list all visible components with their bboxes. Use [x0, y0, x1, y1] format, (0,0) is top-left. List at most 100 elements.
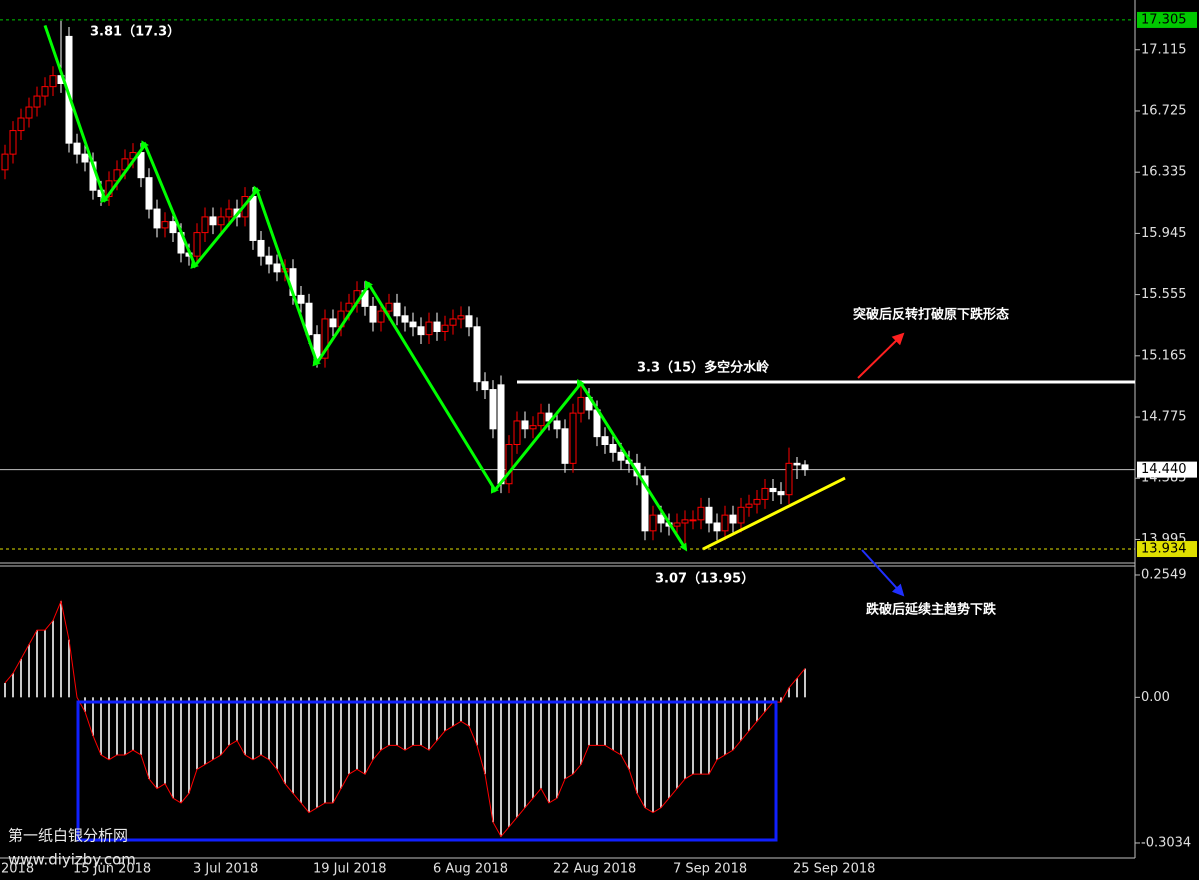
candle-body [41, 86, 49, 97]
signal-line [4, 599, 806, 838]
arrow-down [861, 549, 905, 597]
x-tick-label: 7 Sep 2018 [673, 862, 747, 877]
candle-body [217, 216, 225, 226]
x-tick-label: 2018 [1, 862, 34, 877]
candle-body [489, 389, 497, 430]
candle-body [137, 152, 145, 179]
candle-body [425, 321, 433, 336]
candle-body [377, 310, 385, 323]
annotation: 突破后反转打破原下跌形态 [853, 307, 1009, 323]
y-tick-label: 15.555 [1141, 287, 1187, 302]
candle-body [609, 443, 617, 453]
candle-body [785, 462, 793, 496]
candle-body [649, 514, 657, 532]
candle-body [433, 321, 441, 332]
candle-body [713, 522, 721, 532]
candle-body [329, 318, 337, 328]
candle-body [201, 216, 209, 234]
candle-body [257, 239, 265, 257]
x-tick-label: 19 Jul 2018 [313, 862, 387, 877]
x-tick-label: 25 Sep 2018 [793, 862, 875, 877]
price-level-box [1137, 11, 1197, 28]
candle-body [161, 221, 169, 229]
x-tick-label: 6 Aug 2018 [433, 862, 508, 877]
candle-body [617, 451, 625, 461]
candle-body [777, 491, 785, 496]
candle-body [249, 196, 257, 241]
y-tick-label: 16.725 [1141, 103, 1187, 118]
candle-body [721, 514, 729, 532]
candle-body [417, 326, 425, 336]
candle-body [529, 425, 537, 430]
y-tick-label: -0.3034 [1141, 835, 1191, 850]
candle-body [657, 514, 665, 524]
price-level-label: 17.305 [1141, 12, 1187, 27]
candle-body [17, 117, 25, 132]
price-level-label: 14.440 [1141, 462, 1187, 477]
candle-body [513, 420, 521, 445]
price-level-label: 13.934 [1141, 542, 1187, 557]
candle-body [401, 315, 409, 323]
candle-body [521, 420, 529, 430]
candle-body [561, 428, 569, 464]
candle-body [457, 315, 465, 320]
candle-body [49, 75, 57, 88]
candle-body [681, 519, 689, 524]
highlight-box [76, 700, 778, 842]
candle-body [81, 153, 89, 163]
candle-body [505, 443, 513, 485]
candle-body [153, 208, 161, 229]
candle-body [737, 506, 745, 524]
annotation: 3.81（17.3） [90, 24, 180, 40]
watermark: www.diyizby.com [8, 851, 136, 869]
candle-body [481, 381, 489, 391]
candle-body [689, 519, 697, 522]
candle-body [449, 318, 457, 326]
y-tick-label: 0.00 [1141, 690, 1170, 705]
candle-body [441, 324, 449, 332]
x-tick-label: 3 Jul 2018 [193, 862, 258, 877]
candle-body [209, 216, 217, 226]
candle-body [25, 106, 33, 119]
candle-body [761, 487, 769, 500]
candle-body [553, 420, 561, 430]
annotation: 跌破后延续主趋势下跌 [866, 602, 997, 618]
candle-body [705, 506, 713, 524]
candle-body [497, 384, 505, 485]
y-tick-label: 0.2549 [1141, 567, 1187, 582]
candle-body [1, 153, 9, 171]
candle-body [569, 412, 577, 464]
candle-body [369, 305, 377, 323]
price-level-box [1137, 461, 1197, 478]
candle-body [393, 302, 401, 317]
marks [0, 19, 1135, 838]
candle-body [225, 208, 233, 218]
candle-body [33, 95, 41, 108]
candle-body [385, 302, 393, 312]
candle-body [273, 263, 281, 273]
candle-body [193, 232, 201, 257]
candle-body [801, 464, 809, 471]
y-tick-label: 15.945 [1141, 226, 1187, 241]
candle-body [769, 487, 777, 493]
candle-body [297, 294, 305, 304]
candle-body [745, 503, 753, 508]
candle-body [145, 177, 153, 210]
y-tick-label: 14.775 [1141, 410, 1187, 425]
candle-body [753, 498, 761, 505]
candle-body [793, 462, 801, 466]
annotation: 3.07（13.95） [655, 571, 754, 587]
candle-body [265, 255, 273, 265]
arrow-up [857, 332, 905, 379]
candle-body [729, 514, 737, 524]
candle-body [465, 315, 473, 328]
y-tick-label: 15.165 [1141, 348, 1187, 363]
zigzag [43, 24, 688, 552]
x-tick-label: 15 Jun 2018 [73, 862, 151, 877]
price-level-box [1137, 541, 1197, 558]
candle-body [537, 412, 545, 427]
candle-body [409, 321, 417, 328]
annotation: 3.3（15）多空分水岭 [637, 360, 769, 376]
